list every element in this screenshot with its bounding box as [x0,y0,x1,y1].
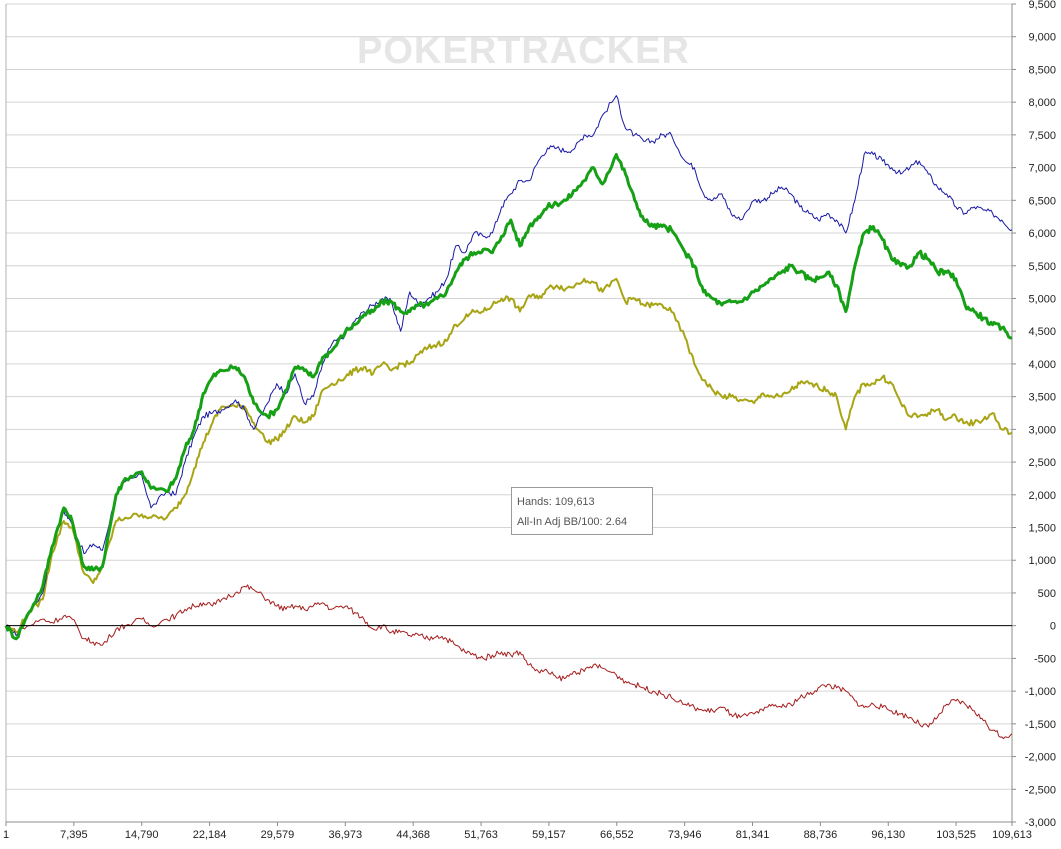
y-tick-label: -1,500 [1025,719,1056,731]
x-tick-label: 88,736 [804,829,838,841]
x-tick-label: 109,613 [992,829,1032,841]
x-tick-label: 29,579 [261,829,295,841]
y-tick-label: 4,000 [1028,359,1056,371]
x-tick-label: 59,157 [532,829,566,841]
x-tick-label: 22,184 [193,829,227,841]
series-line-2 [5,277,1013,634]
y-tick-label: 5,000 [1028,293,1056,305]
y-tick-label: 2,000 [1028,490,1056,502]
x-tick-label: 51,763 [464,829,498,841]
series-line-1 [4,153,1013,641]
y-tick-label: 8,500 [1028,64,1056,76]
y-tick-label: -2,500 [1025,784,1056,796]
y-tick-label: 3,500 [1028,392,1056,404]
y-tick-label: -2,000 [1025,752,1056,764]
y-tick-label: 1,000 [1028,555,1056,567]
y-tick-label: 7,500 [1028,130,1056,142]
y-tick-label: 0 [1050,621,1056,633]
y-tick-label: 500 [1038,588,1056,600]
y-tick-label: 5,500 [1028,261,1056,273]
x-tick-label: 81,341 [736,829,770,841]
y-tick-label: 3,000 [1028,424,1056,436]
x-tick-label: 73,946 [668,829,702,841]
y-tick-label: -3,000 [1025,817,1056,829]
y-tick-label: 7,000 [1028,163,1056,175]
tooltip-bb100: All-In Adj BB/100: 2.64 [517,516,628,528]
x-tick-label: 7,395 [60,829,88,841]
x-tick-label: 1 [3,829,9,841]
x-tick-label: 14,790 [125,829,159,841]
hover-tooltip: Hands: 109,613 All-In Adj BB/100: 2.64 [511,487,653,535]
y-tick-label: 1,500 [1028,523,1056,535]
x-tick-label: 96,130 [871,829,905,841]
y-tick-label: -1,000 [1025,686,1056,698]
x-tick-label: 36,973 [328,829,362,841]
y-tick-label: 6,500 [1028,195,1056,207]
series-line-0 [5,95,1013,636]
tooltip-hands: Hands: 109,613 [517,496,595,508]
y-tick-label: 9,000 [1028,32,1056,44]
x-tick-label: 66,552 [600,829,634,841]
y-tick-label: 8,000 [1028,97,1056,109]
y-tick-label: 2,500 [1028,457,1056,469]
x-tick-label: 103,525 [936,829,976,841]
y-tick-label: 6,000 [1028,228,1056,240]
y-tick-label: 9,500 [1028,0,1056,11]
series-line-3 [5,584,1013,740]
y-tick-label: 4,500 [1028,326,1056,338]
y-tick-label: -500 [1034,653,1056,665]
x-tick-label: 44,368 [396,829,430,841]
